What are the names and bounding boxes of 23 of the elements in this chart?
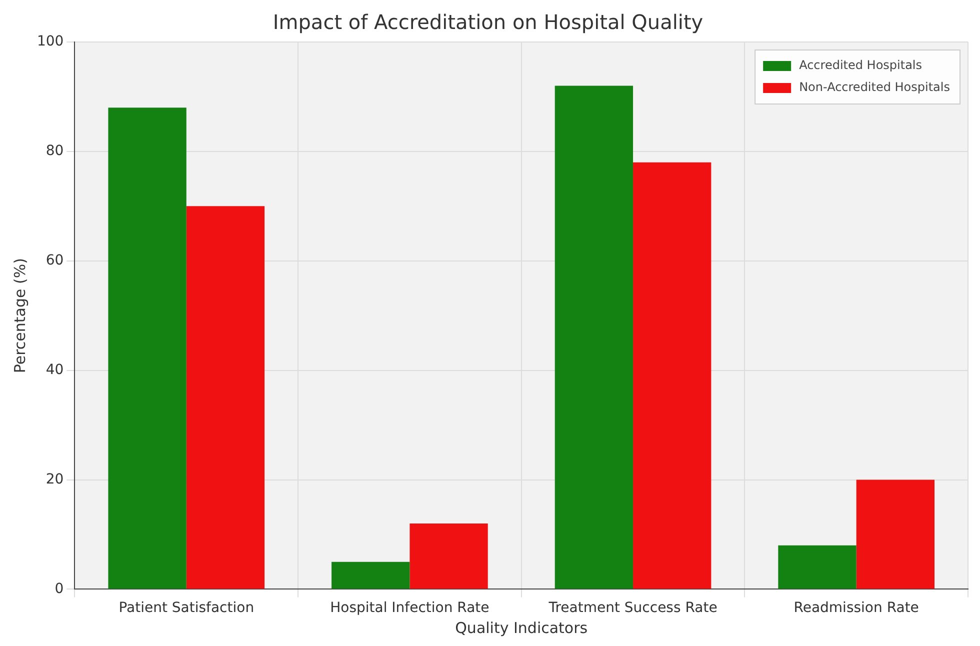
bar (633, 162, 712, 589)
bar (554, 86, 634, 589)
x-tick-label: Patient Satisfaction (118, 600, 254, 616)
y-axis-title: Percentage (%) (10, 258, 29, 374)
y-tick-label: 80 (46, 143, 64, 160)
bar (410, 524, 488, 589)
x-tick-label: Readmission Rate (794, 600, 919, 616)
y-tick-label: 40 (46, 362, 64, 378)
x-axis-title: Quality Indicators (455, 618, 588, 637)
x-tick-label: Hospital Infection Rate (330, 600, 490, 616)
y-tick-label: 0 (54, 580, 64, 597)
y-tick-label: 20 (46, 471, 64, 488)
bar (332, 562, 410, 589)
y-tick-label: 60 (46, 252, 64, 269)
y-tick-label: 100 (36, 34, 64, 50)
bar (186, 206, 265, 589)
bar (778, 545, 856, 589)
bar (856, 480, 934, 589)
x-tick-label: Treatment Success Rate (548, 600, 718, 616)
bar (108, 108, 186, 589)
chart-title: Impact of Accreditation on Hospital Quality (272, 10, 704, 34)
legend-label: Accredited Hospitals (799, 58, 922, 72)
legend-label: Non-Accredited Hospitals (799, 80, 950, 94)
